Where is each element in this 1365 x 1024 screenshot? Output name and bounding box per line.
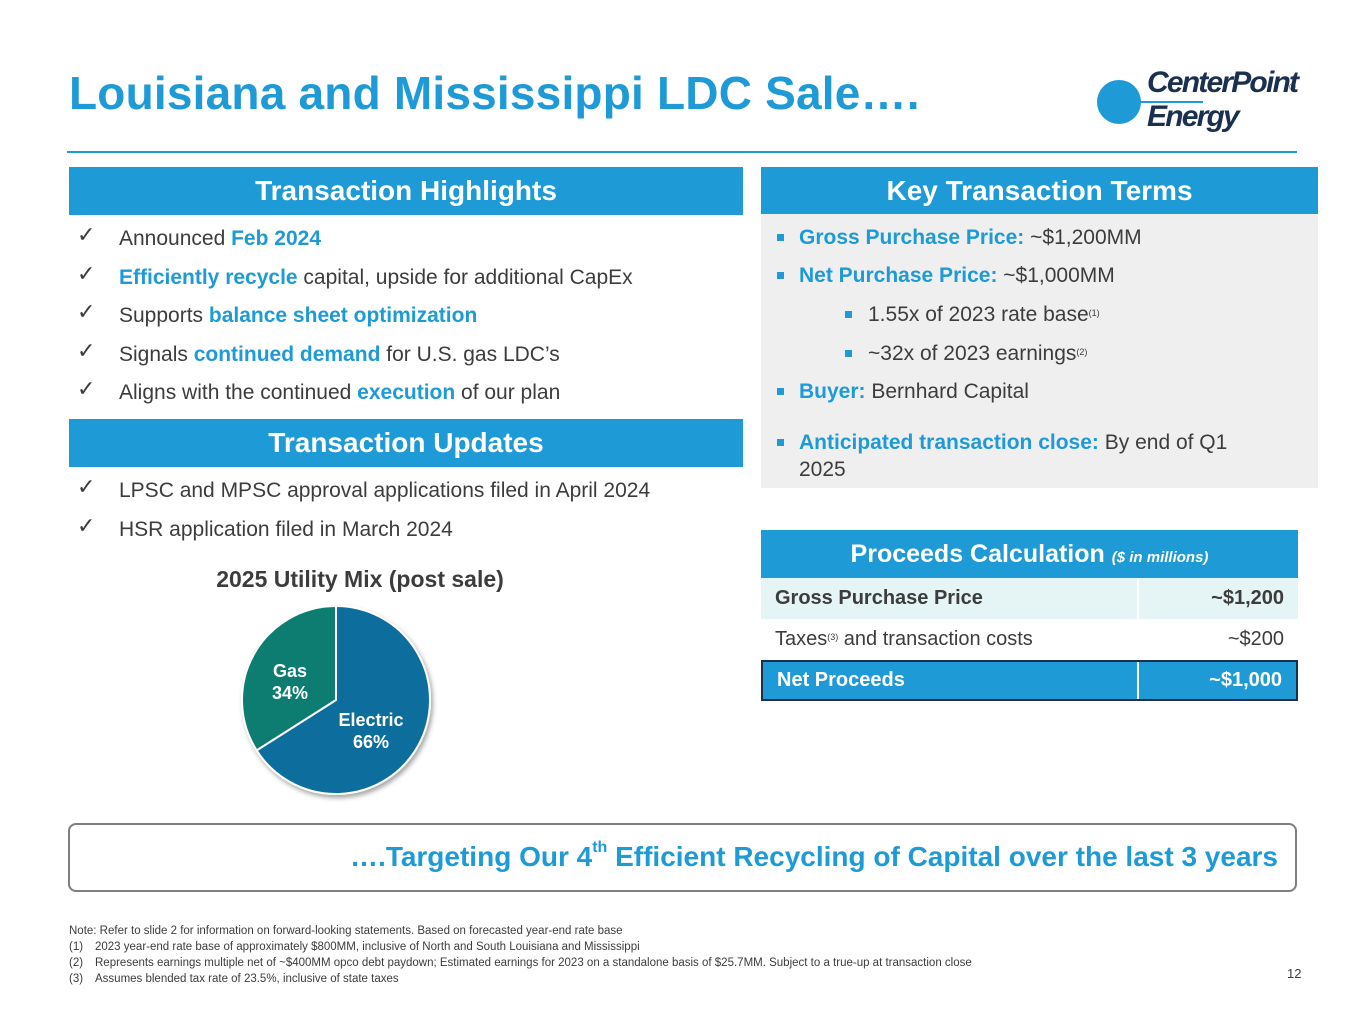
footnotes: Note: Refer to slide 2 for information o… [69, 923, 972, 987]
highlights-header: Transaction Highlights [69, 167, 743, 215]
logo-text-line1: CenterPoint [1147, 66, 1299, 99]
update-item: ✓ HSR application filed in March 2024 [77, 512, 453, 541]
targeting-banner: ….Targeting Our 4th Efficient Recycling … [68, 823, 1297, 892]
page-title: Louisiana and Mississippi LDC Sale…. [69, 67, 920, 119]
chart-title: 2025 Utility Mix (post sale) [216, 566, 504, 592]
square-bullet-icon [777, 388, 784, 395]
pie-svg [241, 604, 431, 795]
proceeds-table: Proceeds Calculation ($ in millions) Gro… [761, 530, 1298, 701]
term-net-price: Net Purchase Price: ~$1,000MM [799, 264, 1115, 287]
pie-label-electric: Electric 66% [338, 710, 404, 752]
term-earnings-multiple: ~32x of 2023 earnings(2) [868, 342, 1088, 365]
checkmark-icon: ✓ [77, 260, 96, 286]
checkmark-icon: ✓ [77, 474, 96, 499]
square-bullet-icon [845, 311, 852, 318]
highlight-item: ✓ Efficiently recycle capital, upside for… [77, 260, 633, 289]
terms-header: Key Transaction Terms [761, 167, 1318, 215]
highlight-item: ✓ Announced Feb 2024 [77, 222, 321, 250]
term-gross-price: Gross Purchase Price: ~$1,200MM [799, 226, 1142, 249]
footnote: (3) Assumes blended tax rate of 23.5%, in… [69, 973, 399, 985]
highlight-item: ✓ Supports balance sheet optimization [77, 299, 478, 328]
square-bullet-icon [777, 272, 784, 279]
footnote-intro: Note: Refer to slide 2 for information o… [69, 925, 623, 937]
terms-panel: Gross Purchase Price: ~$1,200MM Net Purc… [761, 214, 1318, 488]
proceeds-header: Proceeds Calculation ($ in millions) [761, 530, 1298, 578]
logo-text-line2: Energy [1147, 100, 1240, 133]
checkmark-icon: ✓ [77, 512, 96, 538]
checkmark-icon: ✓ [77, 376, 96, 402]
pie-slice-gas [241, 604, 337, 752]
highlights-list: ✓ Announced Feb 2024 ✓ Efficiently recycle… [69, 222, 633, 419]
table-row: Net Proceeds ~$1,000 [761, 660, 1298, 701]
banner-text: ….Targeting Our 4th Efficient Recycling … [350, 839, 1278, 872]
logo-registered-mark: ® [1289, 82, 1296, 92]
square-bullet-icon [777, 234, 784, 241]
term-rate-base-multiple: 1.55x of 2023 rate base(1) [868, 303, 1100, 326]
update-item: ✓ LPSC and MPSC approval applications fil… [77, 474, 651, 502]
table-row: Gross Purchase Price ~$1,200 [761, 578, 1298, 619]
page-number: 12 [1287, 966, 1302, 981]
table-row: Taxes(3) and transaction costs ~$200 [761, 619, 1298, 660]
term-close-line2: 2025 [799, 458, 846, 481]
pie-slice-electric [255, 604, 431, 795]
highlight-item: ✓ Signals continued demand for U.S. gas L… [77, 337, 560, 366]
logo-line [1119, 101, 1203, 103]
checkmark-icon: ✓ [77, 299, 96, 325]
term-close: Anticipated transaction close: By end of… [799, 431, 1228, 454]
square-bullet-icon [777, 439, 784, 446]
title-divider [67, 151, 1297, 153]
utility-mix-pie-chart: Electric 66% Gas 34% [232, 600, 440, 804]
pie-label-gas: Gas 34% [271, 661, 309, 703]
updates-header: Transaction Updates [69, 419, 743, 467]
checkmark-icon: ✓ [77, 337, 96, 363]
updates-list: ✓ LPSC and MPSC approval applications fil… [69, 474, 651, 555]
term-buyer: Buyer: Bernhard Capital [799, 380, 1029, 403]
checkmark-icon: ✓ [77, 222, 96, 247]
square-bullet-icon [845, 350, 852, 357]
highlight-item: ✓ Aligns with the continued execution of … [77, 376, 561, 405]
footnote: (2) Represents earnings multiple net of ~… [69, 957, 972, 969]
footnote: (1) 2023 year-end rate base of approximat… [69, 941, 640, 953]
centerpoint-logo: CenterPoint Energy ® [1097, 64, 1307, 144]
